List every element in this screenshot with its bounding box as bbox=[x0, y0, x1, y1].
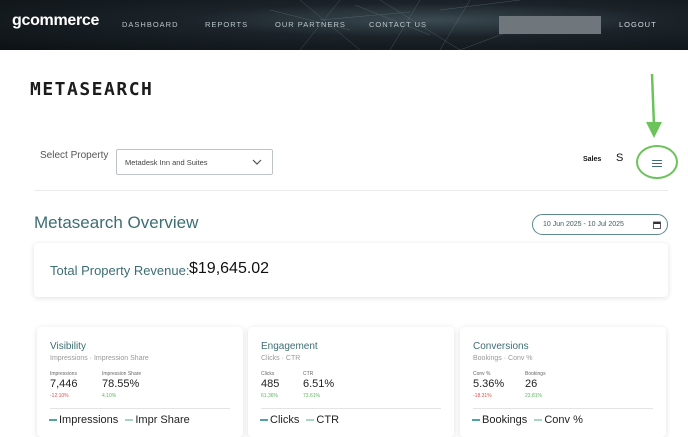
select-property-label: Select Property bbox=[40, 150, 109, 161]
metric-label: Impression Share bbox=[102, 371, 142, 377]
metric-value: 7,446 bbox=[50, 378, 78, 390]
metric-label: Bookings bbox=[525, 371, 546, 377]
logout-link[interactable]: LOGOUT bbox=[619, 20, 657, 29]
card-title: Conversions bbox=[473, 341, 529, 352]
gcommerce-logo[interactable]: gcommerce bbox=[12, 12, 100, 29]
metric-delta: 23.81% bbox=[525, 393, 542, 399]
metric-label: Conv % bbox=[473, 371, 491, 377]
page-title: METASEARCH bbox=[30, 79, 154, 100]
card-divider bbox=[261, 408, 441, 409]
date-range-picker[interactable]: 10 Jun 2025 - 10 Jul 2025 bbox=[532, 214, 668, 235]
revenue-label: Total Property Revenue: bbox=[50, 263, 190, 278]
card-title: Visibility bbox=[50, 341, 86, 352]
s-label: S bbox=[616, 152, 624, 164]
metric-value: 26 bbox=[525, 378, 538, 390]
section-divider bbox=[34, 190, 668, 191]
legend-item: Bookings bbox=[482, 414, 528, 426]
visibility-card: Visibility Impressions · Impression Shar… bbox=[37, 327, 243, 437]
nav-contact-us[interactable]: CONTACT US bbox=[369, 20, 428, 29]
card-title: Engagement bbox=[261, 341, 318, 352]
metric-delta: 73.61% bbox=[303, 393, 320, 399]
metric-delta: -18.31% bbox=[473, 393, 492, 399]
card-subtitle: Impressions · Impression Share bbox=[50, 355, 149, 362]
network-background-graphic bbox=[269, 0, 541, 50]
legend-item: Conv % bbox=[544, 414, 583, 426]
engagement-card: Engagement Clicks · CTR Clicks 485 61.36… bbox=[248, 327, 454, 437]
nav-our-partners[interactable]: OUR PARTNERS bbox=[275, 20, 346, 29]
card-divider bbox=[50, 408, 230, 409]
revenue-card: Total Property Revenue: $19,645.02 bbox=[34, 243, 668, 297]
legend-item: Impressions bbox=[59, 414, 119, 426]
chevron-down-icon bbox=[252, 159, 262, 165]
metric-value: 5.36% bbox=[473, 378, 505, 390]
down-arrow-icon bbox=[646, 73, 662, 138]
legend-swatch bbox=[534, 419, 543, 422]
nav-reports[interactable]: REPORTS bbox=[205, 20, 249, 29]
card-subtitle: Clicks · CTR bbox=[261, 355, 301, 362]
metric-value: 78.55% bbox=[102, 378, 140, 390]
property-select[interactable]: Metadesk Inn and Suites bbox=[116, 149, 273, 175]
legend-item: Impr Share bbox=[135, 414, 190, 426]
metric-delta: 4.10% bbox=[102, 393, 117, 399]
metric-label: CTR bbox=[303, 371, 314, 377]
sales-label: Sales bbox=[583, 156, 602, 163]
chart-legend: Clicks CTR bbox=[260, 414, 339, 426]
metric-value: 6.51% bbox=[303, 378, 335, 390]
legend-swatch bbox=[472, 419, 480, 422]
property-select-value: Metadesk Inn and Suites bbox=[125, 158, 208, 167]
chart-legend: Impressions Impr Share bbox=[49, 414, 190, 426]
legend-swatch bbox=[306, 419, 315, 422]
card-divider bbox=[473, 408, 653, 409]
metric-label: Clicks bbox=[261, 371, 275, 377]
card-subtitle: Bookings · Conv % bbox=[473, 355, 533, 362]
revenue-value: $19,645.02 bbox=[189, 260, 270, 277]
conversions-card: Conversions Bookings · Conv % Conv % 5.3… bbox=[460, 327, 666, 437]
legend-swatch bbox=[125, 419, 134, 422]
legend-item: Clicks bbox=[270, 414, 300, 426]
metric-value: 485 bbox=[261, 378, 280, 390]
top-nav-bar: gcommerce DASHBOARD REPORTS OUR PARTNERS… bbox=[0, 0, 688, 50]
date-range-value: 10 Jun 2025 - 10 Jul 2025 bbox=[543, 221, 624, 228]
redacted-user-box bbox=[499, 16, 601, 34]
chart-legend: Bookings Conv % bbox=[472, 414, 583, 426]
metric-delta: -12.10% bbox=[50, 393, 69, 399]
calendar-icon bbox=[653, 221, 661, 229]
metric-label: Impressions bbox=[50, 371, 77, 377]
metric-delta: 61.36% bbox=[261, 393, 278, 399]
legend-item: CTR bbox=[316, 414, 340, 426]
overview-title: Metasearch Overview bbox=[34, 213, 199, 232]
legend-swatch bbox=[49, 419, 57, 422]
nav-dashboard[interactable]: DASHBOARD bbox=[122, 20, 179, 29]
legend-swatch bbox=[260, 419, 268, 422]
hamburger-menu-icon bbox=[652, 160, 662, 167]
menu-button[interactable] bbox=[636, 145, 678, 179]
